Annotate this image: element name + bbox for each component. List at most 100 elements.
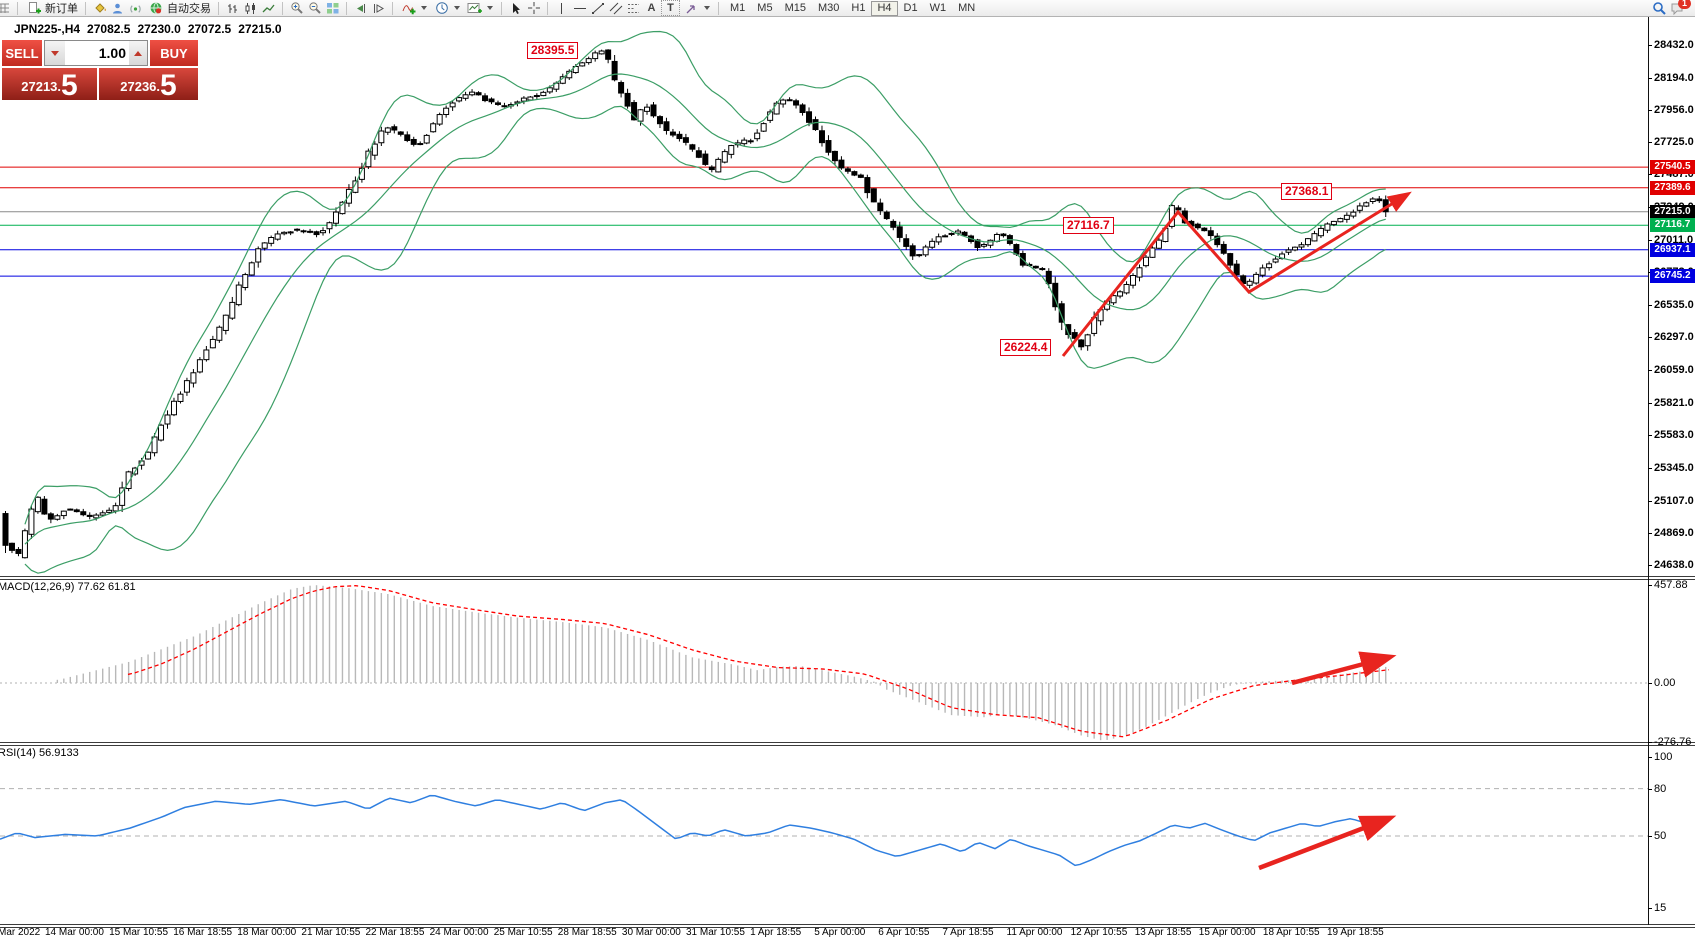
profile-icon[interactable] (109, 1, 126, 15)
panel-separator[interactable] (0, 924, 1695, 928)
toolbar-separator (547, 1, 548, 15)
bollinger-lower-band (24, 105, 1387, 574)
price-callout[interactable]: 27116.7 (1063, 217, 1114, 235)
toolbar-separator (718, 1, 719, 15)
sell-price[interactable]: 27213. 5 (2, 68, 97, 100)
decimal-separator: . (57, 79, 62, 94)
volume-stepper (44, 40, 148, 66)
templates-button[interactable] (464, 1, 496, 16)
volume-increase-button[interactable] (129, 41, 147, 65)
timeframe-m5[interactable]: M5 (757, 1, 773, 14)
timeframe-m1[interactable]: M1 (730, 1, 746, 14)
search-icon[interactable] (1651, 1, 1668, 15)
line-chart-icon[interactable] (260, 1, 277, 15)
panel-separator[interactable] (0, 742, 1695, 746)
auto-scroll-icon[interactable] (352, 1, 369, 15)
zoom-in-icon[interactable] (288, 1, 305, 15)
new-order-label: 新订单 (45, 3, 78, 15)
indicators-button[interactable] (398, 1, 430, 16)
macd-indicator-label: MACD(12,26,9) 77.62 61.81 (0, 581, 136, 593)
periods-button[interactable] (431, 1, 463, 16)
volume-input[interactable] (65, 41, 129, 65)
toolbar-separator (392, 1, 393, 15)
rsi-indicator-label: RSI(14) 56.9133 (0, 747, 79, 759)
auto-trading-button[interactable]: 自动交易 (145, 1, 213, 16)
ohlc-close: 27215.0 (238, 22, 282, 36)
toolbar-separator (218, 1, 219, 15)
timeframe-w1[interactable]: W1 (929, 1, 947, 14)
sell-button[interactable]: SELL (2, 40, 42, 66)
crosshair-icon[interactable] (525, 1, 542, 15)
toolbar-separator (17, 1, 18, 15)
ohlc-low: 27072.5 (187, 22, 232, 36)
buy-price-frac: 5 (160, 69, 177, 101)
sell-price-int: 27213 (21, 79, 58, 94)
horizontal-price-lines (0, 166, 1648, 277)
macd-trend-arrow[interactable] (1291, 651, 1397, 686)
notifications-icon[interactable]: 1 (1669, 0, 1691, 15)
candlestick-series (2, 49, 1389, 559)
triangle-up-icon (134, 50, 142, 56)
bollinger-middle-band (24, 73, 1386, 545)
sell-price-frac: 5 (61, 69, 78, 101)
timeframe-h1[interactable]: H1 (851, 1, 866, 14)
decimal-separator: . (156, 79, 161, 94)
bar-chart-icon[interactable] (224, 1, 241, 15)
timeframe-h4[interactable]: H4 (871, 0, 898, 16)
window-grid-icon[interactable] (0, 1, 12, 15)
price-callout[interactable]: 28395.5 (527, 42, 579, 59)
bollinger-upper-band (24, 30, 1386, 525)
buy-price-int: 27236 (120, 79, 157, 94)
macd-histogram (56, 585, 1387, 741)
equidistant-channel-icon[interactable] (607, 1, 624, 15)
dropdown-caret-icon (421, 6, 427, 10)
rsi-line (0, 794, 1386, 867)
arrow-tools-button[interactable] (681, 1, 713, 16)
text-tool-label: A (647, 2, 656, 14)
arrow-tool-icon (683, 1, 700, 15)
notification-badge: 1 (1678, 0, 1691, 9)
toolbar: 新订单 自动交易 A T (0, 0, 1695, 17)
timeframe-d1[interactable]: D1 (903, 1, 918, 14)
macd-signal-line (127, 585, 1390, 738)
horizontal-line-icon[interactable] (571, 1, 588, 15)
timeframe-m15[interactable]: M15 (784, 1, 806, 14)
vertical-line-icon[interactable] (553, 1, 570, 15)
trend-zigzag-arrow[interactable] (1061, 191, 1412, 357)
timeframe-mn[interactable]: MN (958, 1, 976, 14)
rsi-trend-arrow[interactable] (1258, 815, 1397, 871)
zoom-out-icon[interactable] (306, 1, 323, 15)
price-axis-line[interactable] (1648, 17, 1649, 925)
styles-bucket-icon[interactable] (91, 1, 108, 15)
chart-shift-icon[interactable] (370, 1, 387, 15)
tile-windows-icon[interactable] (324, 1, 341, 15)
panel-separator[interactable] (0, 576, 1695, 580)
toolbar-separator (501, 1, 502, 15)
toolbar-separator (346, 1, 347, 15)
cursor-icon[interactable] (507, 1, 524, 15)
buy-price[interactable]: 27236. 5 (99, 68, 198, 100)
fibonacci-icon[interactable] (625, 1, 642, 15)
auto-trading-globe-icon (147, 1, 164, 15)
toolbar-separator (85, 1, 86, 15)
signal-icon[interactable] (127, 1, 144, 15)
new-order-button[interactable]: 新订单 (23, 1, 80, 16)
volume-decrease-button[interactable] (45, 41, 65, 65)
price-callout[interactable]: 27368.1 (1281, 182, 1333, 200)
timeframe-toolbar: M1 M5 M15 M30 H1 H4 D1 W1 MN (724, 0, 981, 16)
new-order-icon (25, 1, 42, 15)
text-tool-icon[interactable]: A (643, 1, 660, 15)
price-callout[interactable]: 26224.4 (1000, 339, 1052, 357)
timeframe-m30[interactable]: M30 (817, 1, 840, 14)
ohlc-open: 27082.5 (87, 22, 131, 36)
dropdown-caret-icon (704, 6, 710, 10)
trendline-icon[interactable] (589, 1, 606, 15)
toolbar-separator (282, 1, 283, 15)
candlestick-chart-icon[interactable] (242, 1, 259, 15)
label-tool-icon[interactable]: T (661, 0, 680, 16)
ohlc-high: 27230.0 (137, 22, 181, 36)
buy-button[interactable]: BUY (150, 40, 198, 66)
label-tool-label: T (667, 2, 674, 14)
